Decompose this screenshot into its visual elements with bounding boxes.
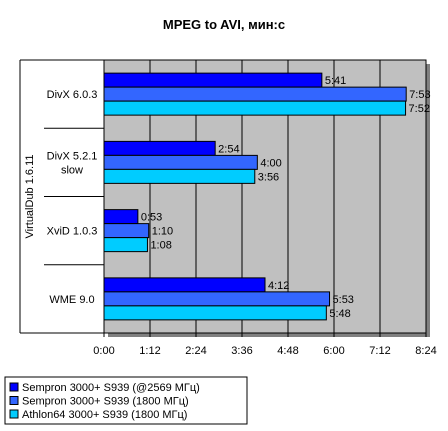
data-label: 1:08 bbox=[150, 240, 171, 252]
bar bbox=[103, 100, 407, 116]
bar bbox=[103, 305, 327, 321]
category-label: DivX 5.2.1 bbox=[47, 150, 98, 162]
x-tick-label: 7:12 bbox=[369, 345, 390, 357]
bar bbox=[103, 72, 323, 88]
legend-swatch bbox=[9, 382, 19, 392]
data-label: 5:53 bbox=[333, 294, 354, 306]
bar bbox=[103, 237, 148, 253]
plot-area: 0:00 1:12 2:24 3:36 4:48 6:00 7:12 8:24 VirtualD… bbox=[19, 59, 437, 357]
legend-box bbox=[4, 376, 248, 425]
x-tick-label: 6:00 bbox=[323, 345, 344, 357]
legend-swatch bbox=[9, 396, 19, 405]
legend-label: Sempron 3000+ S939 (@2569 МГц) bbox=[22, 382, 200, 394]
category-label: DivX 6.0.3 bbox=[47, 89, 98, 101]
bar bbox=[103, 277, 266, 293]
x-tick-label: 4:48 bbox=[277, 345, 298, 357]
bar bbox=[103, 168, 256, 184]
legend-swatch bbox=[9, 409, 19, 419]
x-tick-label: 3:36 bbox=[231, 345, 252, 357]
x-tick-label: 8:24 bbox=[415, 345, 436, 357]
data-label: 7:53 bbox=[409, 89, 430, 101]
data-label: 0:53 bbox=[141, 212, 162, 224]
data-label: 3:56 bbox=[258, 171, 279, 183]
x-tick-label: 2:24 bbox=[185, 345, 206, 357]
category-label: WME 9.0 bbox=[49, 294, 94, 306]
x-tick-label: 1:12 bbox=[139, 345, 160, 357]
bar bbox=[103, 223, 150, 239]
category-label: slow bbox=[61, 164, 83, 176]
legend-label: Athlon64 3000+ S939 (1800 МГц) bbox=[22, 409, 187, 421]
data-label: 5:48 bbox=[329, 308, 350, 320]
data-label: 4:12 bbox=[268, 280, 289, 292]
group-axis-label: VirtualDub 1.6.11 bbox=[24, 155, 36, 239]
data-label: 2:54 bbox=[218, 143, 239, 155]
chart-title: MPEG to AVI, мин:с bbox=[163, 17, 285, 32]
bar bbox=[103, 86, 407, 102]
x-tick-label: 0:00 bbox=[93, 345, 114, 357]
data-label: 5:41 bbox=[325, 75, 346, 87]
bar bbox=[103, 291, 331, 307]
data-label: 1:10 bbox=[152, 226, 173, 238]
bar bbox=[103, 140, 216, 156]
legend: Sempron 3000+ S939 (@2569 МГц) Sempron 30… bbox=[4, 376, 248, 425]
category-label: XviD 1.0.3 bbox=[47, 226, 98, 238]
data-label: 4:00 bbox=[260, 157, 281, 169]
legend-label: Sempron 3000+ S939 (1800 МГц) bbox=[22, 396, 189, 408]
bar bbox=[103, 154, 258, 170]
data-label: 7:52 bbox=[409, 103, 430, 115]
bar bbox=[103, 209, 139, 225]
